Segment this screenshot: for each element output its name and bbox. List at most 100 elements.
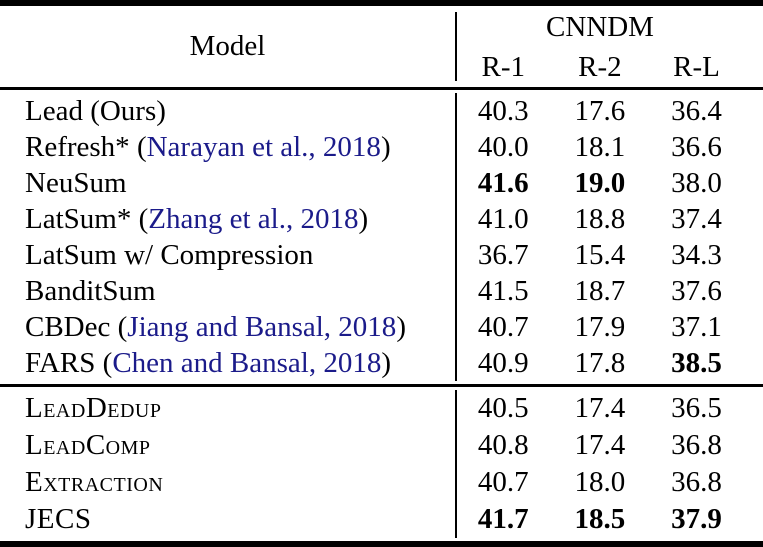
dataset-header-label: CNNDM bbox=[546, 10, 654, 43]
table-row: FARS (Chen and Bansal, 2018) 40.9 17.8 38.5 bbox=[0, 345, 763, 381]
model-name: NeuSum bbox=[25, 167, 127, 199]
metric-value: 40.7 bbox=[477, 311, 529, 343]
model-cell: LatSum w/ Compression bbox=[0, 237, 455, 273]
citation-link[interactable]: Jiang and Bansal, 2018 bbox=[127, 311, 397, 343]
metric-value: 17.6 bbox=[574, 95, 626, 127]
metric-value: 38.5 bbox=[671, 347, 722, 379]
close-paren: ) bbox=[396, 311, 406, 343]
model-cell: JECS bbox=[0, 501, 455, 538]
metric-value: 36.8 bbox=[671, 466, 722, 498]
table-row: NeuSum 41.6 19.0 38.0 bbox=[0, 165, 763, 201]
model-name: Refresh* bbox=[25, 131, 130, 163]
metric-value: 40.7 bbox=[477, 466, 529, 498]
metric-value: 40.3 bbox=[477, 95, 529, 127]
metric-value: 36.4 bbox=[671, 95, 722, 127]
table-row: LatSum w/ Compression 36.7 15.4 34.3 bbox=[0, 237, 763, 273]
metric-value: 37.4 bbox=[671, 203, 722, 235]
model-header-label: Model bbox=[189, 30, 266, 62]
model-name: JECS bbox=[25, 503, 92, 535]
table-row: LeadDedup 40.5 17.4 36.5 bbox=[0, 390, 763, 427]
model-name: BanditSum bbox=[25, 275, 156, 307]
metric-header-row: R-1 R-2 R-L bbox=[455, 47, 745, 87]
model-name: LatSum w/ Compression bbox=[25, 239, 314, 271]
table-row: Extraction 40.7 18.0 36.8 bbox=[0, 464, 763, 501]
metric-value: 37.9 bbox=[671, 503, 722, 535]
metric-value: 40.8 bbox=[477, 429, 529, 461]
table-row: BanditSum 41.5 18.7 37.6 bbox=[0, 273, 763, 309]
metrics-header-area: CNNDM R-1 R-2 R-L bbox=[455, 6, 745, 87]
metric-value: 37.1 bbox=[671, 311, 722, 343]
metric-value: 18.0 bbox=[574, 466, 626, 498]
metric-header-r1: R-1 bbox=[481, 50, 526, 83]
section-divider-rule bbox=[0, 384, 763, 387]
open-paren: ( bbox=[131, 203, 149, 235]
metric-value: 36.7 bbox=[477, 239, 529, 271]
table-row: Lead (Ours) 40.3 17.6 36.4 bbox=[0, 93, 763, 129]
model-header-cell: Model bbox=[0, 6, 455, 87]
model-cell: CBDec (Jiang and Bansal, 2018) bbox=[0, 309, 455, 345]
metric-header-r2: R-2 bbox=[578, 50, 622, 83]
metric-value: 36.8 bbox=[671, 429, 722, 461]
table-row: Refresh* (Narayan et al., 2018) 40.0 18.1 3… bbox=[0, 129, 763, 165]
close-paren: ) bbox=[358, 203, 369, 235]
table-row: CBDec (Jiang and Bansal, 2018) 40.7 17.9 37… bbox=[0, 309, 763, 345]
metric-value: 36.6 bbox=[671, 131, 722, 163]
metric-value: 41.7 bbox=[477, 503, 529, 535]
model-name: LatSum* bbox=[25, 203, 132, 235]
metric-value: 19.0 bbox=[574, 167, 626, 199]
open-paren: ( bbox=[110, 311, 128, 343]
citation-link[interactable]: Zhang et al., 2018 bbox=[148, 203, 359, 235]
model-name: LeadDedup bbox=[25, 392, 162, 424]
metric-value: 37.6 bbox=[671, 275, 722, 307]
metric-value: 17.8 bbox=[574, 347, 626, 379]
model-cell: BanditSum bbox=[0, 273, 455, 309]
metric-value: 40.9 bbox=[477, 347, 529, 379]
model-cell: Extraction bbox=[0, 464, 455, 501]
table-row: LeadComp 40.8 17.4 36.8 bbox=[0, 427, 763, 464]
metric-header-rl: R-L bbox=[673, 50, 720, 83]
metric-value: 40.0 bbox=[477, 131, 529, 163]
model-name: LeadComp bbox=[25, 429, 151, 461]
metric-value: 36.5 bbox=[671, 392, 722, 424]
open-paren: ( bbox=[129, 131, 147, 163]
model-name: Extraction bbox=[25, 466, 164, 498]
metric-value: 18.7 bbox=[574, 275, 626, 307]
metric-value: 40.5 bbox=[477, 392, 529, 424]
metric-value: 41.0 bbox=[477, 203, 529, 235]
metric-value: 38.0 bbox=[671, 167, 722, 199]
model-cell: Lead (Ours) bbox=[0, 93, 455, 129]
baselines-section: Lead (Ours) 40.3 17.6 36.4 Refresh* (Narayan… bbox=[0, 90, 763, 384]
model-name: CBDec bbox=[25, 311, 111, 343]
model-cell: LeadDedup bbox=[0, 390, 455, 427]
close-paren: ) bbox=[381, 347, 391, 379]
model-cell: FARS (Chen and Bansal, 2018) bbox=[0, 345, 455, 381]
table-header: Model CNNDM R-1 R-2 R-L bbox=[0, 6, 763, 87]
header-rule bbox=[0, 87, 763, 90]
model-cell: NeuSum bbox=[0, 165, 455, 201]
model-cell: Refresh* (Narayan et al., 2018) bbox=[0, 129, 455, 165]
metric-value: 34.3 bbox=[671, 239, 722, 271]
close-paren: ) bbox=[380, 131, 391, 163]
model-name: Lead (Ours) bbox=[25, 95, 166, 127]
metric-value: 17.4 bbox=[574, 392, 626, 424]
open-paren: ( bbox=[95, 347, 113, 379]
metric-value: 15.4 bbox=[574, 239, 626, 271]
metric-value: 17.9 bbox=[574, 311, 626, 343]
metric-value: 18.8 bbox=[574, 203, 626, 235]
bottom-rule bbox=[0, 541, 763, 547]
metric-value: 18.5 bbox=[574, 503, 626, 535]
table-row: JECS 41.7 18.5 37.9 bbox=[0, 501, 763, 538]
metric-value: 18.1 bbox=[574, 131, 626, 163]
top-rule bbox=[0, 0, 763, 6]
model-name: FARS bbox=[25, 347, 96, 379]
metric-value: 41.6 bbox=[477, 167, 529, 199]
metric-value: 17.4 bbox=[574, 429, 626, 461]
table-row: LatSum* (Zhang et al., 2018) 41.0 18.8 37.4 bbox=[0, 201, 763, 237]
citation-link[interactable]: Chen and Bansal, 2018 bbox=[112, 347, 382, 379]
metric-value: 41.5 bbox=[477, 275, 529, 307]
citation-link[interactable]: Narayan et al., 2018 bbox=[146, 131, 381, 163]
model-cell: LeadComp bbox=[0, 427, 455, 464]
model-cell: LatSum* (Zhang et al., 2018) bbox=[0, 201, 455, 237]
proposed-systems-section: LeadDedup 40.5 17.4 36.5 LeadComp 40.8 17.4 36.… bbox=[0, 387, 763, 541]
